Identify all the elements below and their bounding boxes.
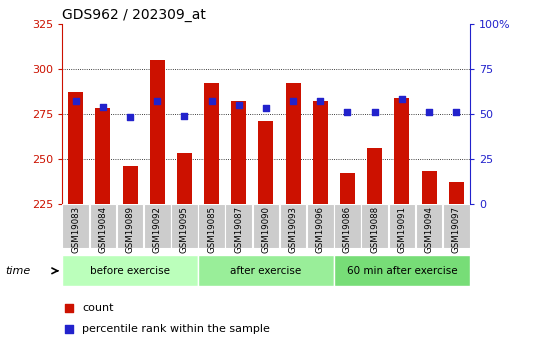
Text: after exercise: after exercise [231, 266, 301, 276]
Bar [226, 204, 252, 248]
Text: before exercise: before exercise [90, 266, 170, 276]
Point [424, 109, 433, 115]
Text: GSM19092: GSM19092 [153, 206, 162, 253]
Bar [62, 255, 198, 286]
Bar [449, 182, 464, 204]
Text: GSM19097: GSM19097 [451, 206, 461, 253]
Bar [367, 148, 382, 204]
Point [180, 113, 189, 118]
Text: GSM19087: GSM19087 [234, 206, 243, 253]
Point [234, 102, 243, 108]
Bar [144, 204, 171, 248]
Text: time: time [5, 266, 31, 276]
Bar [361, 204, 388, 248]
Text: GSM19090: GSM19090 [261, 206, 271, 253]
Text: GSM19084: GSM19084 [98, 206, 107, 253]
Point [98, 104, 107, 109]
Bar [90, 204, 116, 248]
Point [343, 109, 352, 115]
Bar [416, 204, 442, 248]
Bar [96, 108, 110, 204]
Bar [177, 153, 192, 204]
Bar [280, 204, 306, 248]
Bar [422, 171, 436, 204]
Text: 60 min after exercise: 60 min after exercise [347, 266, 457, 276]
Text: GSM19083: GSM19083 [71, 206, 80, 253]
Bar [307, 204, 334, 248]
Text: GSM19088: GSM19088 [370, 206, 379, 253]
Text: GSM19085: GSM19085 [207, 206, 216, 253]
Point [126, 115, 134, 120]
Point [289, 99, 298, 104]
Bar [123, 166, 138, 204]
Text: GSM19086: GSM19086 [343, 206, 352, 253]
Bar [171, 204, 198, 248]
Text: GSM19093: GSM19093 [288, 206, 298, 253]
Point [153, 99, 161, 104]
Text: GSM19094: GSM19094 [424, 206, 434, 253]
Bar [334, 255, 470, 286]
Text: percentile rank within the sample: percentile rank within the sample [82, 324, 270, 334]
Bar [334, 204, 361, 248]
Bar [63, 204, 89, 248]
Text: GSM19089: GSM19089 [126, 206, 134, 253]
Point [316, 99, 325, 104]
Bar [389, 204, 415, 248]
Bar [443, 204, 469, 248]
Bar [253, 204, 279, 248]
Bar [198, 204, 225, 248]
Point [397, 97, 406, 102]
Bar [286, 83, 301, 204]
Text: GDS962 / 202309_at: GDS962 / 202309_at [62, 8, 206, 22]
Bar [198, 255, 334, 286]
Point [261, 106, 270, 111]
Bar [117, 204, 143, 248]
Bar [204, 83, 219, 204]
Bar [68, 92, 83, 204]
Point [265, 232, 274, 237]
Bar [259, 121, 273, 204]
Bar [340, 173, 355, 204]
Point [370, 109, 379, 115]
Text: GSM19096: GSM19096 [316, 206, 325, 253]
Text: count: count [82, 303, 113, 313]
Point [265, 44, 274, 49]
Bar [394, 98, 409, 204]
Bar [231, 101, 246, 204]
Point [452, 109, 461, 115]
Point [71, 99, 80, 104]
Point [207, 99, 216, 104]
Text: GSM19091: GSM19091 [397, 206, 406, 253]
Bar [313, 101, 328, 204]
Text: GSM19095: GSM19095 [180, 206, 189, 253]
Bar [150, 60, 165, 204]
